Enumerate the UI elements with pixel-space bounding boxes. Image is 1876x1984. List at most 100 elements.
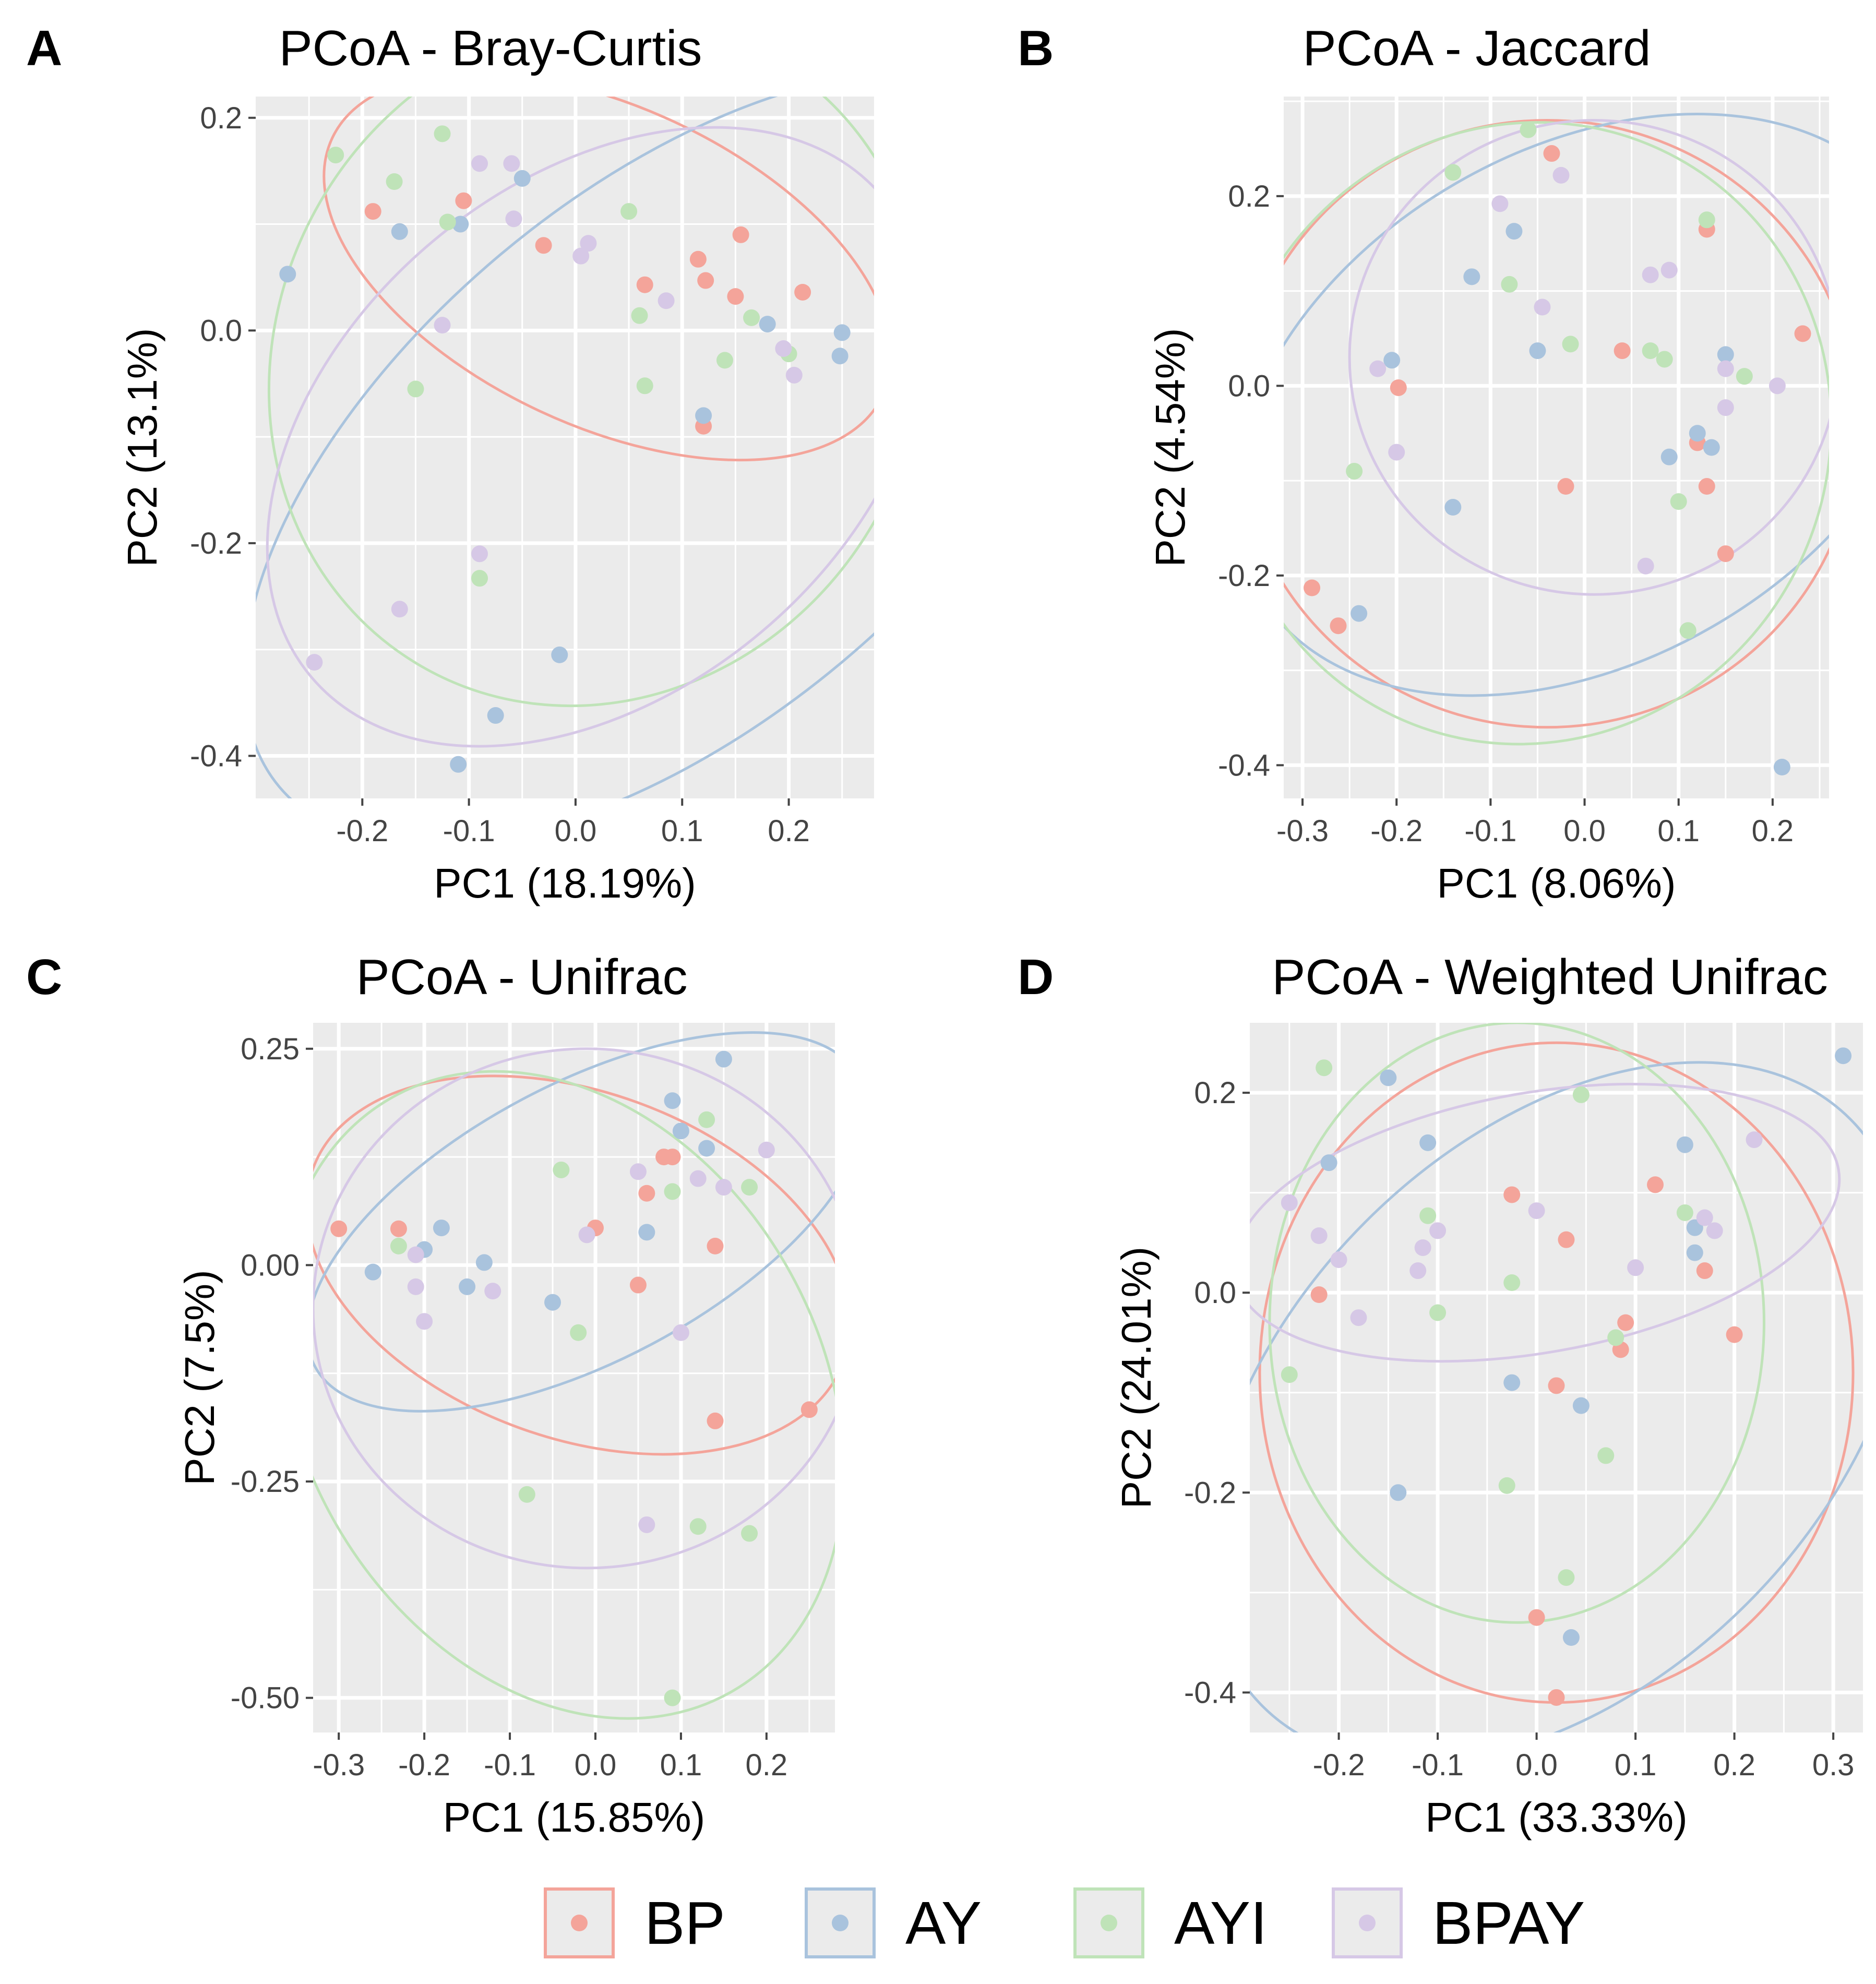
point-ayi bbox=[327, 147, 344, 164]
y-tick-label: -0.4 bbox=[1184, 1676, 1236, 1710]
point-ay bbox=[1383, 352, 1401, 369]
legend-label: AY bbox=[905, 1889, 982, 1957]
plot-background bbox=[1284, 97, 1829, 798]
y-tick-label: 0.2 bbox=[1228, 180, 1270, 213]
panel-letter: D bbox=[1018, 949, 1054, 1005]
point-bpay bbox=[1369, 360, 1387, 377]
panel-b: B PCoA - Jaccard -0.3 -0.2 -0.1 0.0 0.1 0.2 -0.4… bbox=[1018, 20, 1829, 906]
ellipse-bpay bbox=[1348, 119, 1829, 596]
point-bp bbox=[1503, 1186, 1521, 1203]
x-axis-title: PC1 (15.85%) bbox=[443, 1794, 705, 1840]
point-ayi bbox=[1281, 1366, 1298, 1383]
point-bpay bbox=[689, 1170, 707, 1187]
point-ayi bbox=[1670, 493, 1687, 510]
point-ay bbox=[1503, 1374, 1521, 1391]
ellipse-ay bbox=[313, 1031, 835, 1413]
point-ay bbox=[1689, 425, 1706, 442]
point-ay bbox=[475, 1254, 493, 1271]
point-ayi bbox=[698, 1111, 715, 1128]
point-bpay bbox=[1409, 1262, 1427, 1280]
point-bp bbox=[707, 1237, 724, 1254]
point-ayi bbox=[1562, 336, 1579, 353]
point-bp bbox=[794, 283, 811, 301]
x-tick-label: 0.0 bbox=[555, 814, 597, 848]
point-bp bbox=[638, 1185, 655, 1202]
point-ayi bbox=[1429, 1304, 1447, 1321]
ellipse-bpay bbox=[313, 1047, 835, 1570]
point-bp bbox=[727, 288, 744, 305]
plot-data bbox=[1250, 1023, 1863, 1732]
point-bp bbox=[636, 276, 653, 293]
x-tick-label: -0.1 bbox=[443, 814, 495, 848]
x-axis-title: PC1 (8.06%) bbox=[1437, 860, 1676, 906]
point-ay bbox=[544, 1294, 561, 1311]
y-tick-label: 0.0 bbox=[200, 314, 242, 348]
point-ay bbox=[833, 324, 851, 341]
point-ay bbox=[1529, 342, 1546, 360]
point-ayi bbox=[471, 570, 488, 587]
point-ayi bbox=[1520, 121, 1537, 138]
x-tick-label: -0.2 bbox=[1313, 1748, 1365, 1782]
legend-label: BPAY bbox=[1432, 1889, 1585, 1957]
point-ay bbox=[1835, 1047, 1852, 1065]
point-bp bbox=[1390, 379, 1407, 396]
point-ayi bbox=[1607, 1329, 1624, 1346]
point-ay bbox=[759, 316, 776, 333]
point-bpay bbox=[306, 654, 323, 671]
y-tick-label: -0.2 bbox=[1184, 1476, 1236, 1510]
x-tick-label: -0.1 bbox=[1464, 814, 1516, 848]
point-ay bbox=[672, 1122, 689, 1140]
panel-letter: A bbox=[26, 20, 62, 76]
legend: BP AY AYI BPAY bbox=[544, 1887, 1585, 1958]
point-ay bbox=[1444, 499, 1462, 516]
legend-label: BP bbox=[644, 1889, 725, 1957]
plot-background bbox=[256, 97, 874, 798]
point-bpay bbox=[672, 1324, 689, 1341]
point-bp bbox=[390, 1220, 407, 1237]
y-axis-title: PC2 (4.54%) bbox=[1147, 328, 1193, 567]
y-tick-label: -0.50 bbox=[231, 1681, 300, 1715]
point-bpay bbox=[416, 1313, 433, 1330]
point-bpay bbox=[1350, 1309, 1367, 1326]
y-tick-label: -0.2 bbox=[1218, 559, 1270, 593]
point-bp bbox=[1717, 545, 1734, 563]
point-bpay bbox=[1660, 261, 1678, 279]
point-ay bbox=[1562, 1629, 1580, 1646]
point-bpay bbox=[785, 366, 803, 384]
point-ayi bbox=[518, 1486, 535, 1503]
x-tick-label: -0.2 bbox=[1370, 814, 1423, 848]
point-bpay bbox=[629, 1163, 647, 1180]
point-bp bbox=[1696, 1262, 1713, 1280]
point-ayi bbox=[631, 307, 648, 324]
ellipse-ay bbox=[1250, 1061, 1863, 1732]
point-ay bbox=[638, 1224, 655, 1241]
y-tick-label: -0.4 bbox=[1218, 748, 1270, 782]
x-tick-label: 0.1 bbox=[1657, 814, 1700, 848]
legend-swatch bbox=[1101, 1915, 1117, 1931]
point-ay bbox=[695, 407, 712, 424]
panel-c: C PCoA - Unifrac -0.3 -0.2 -0.1 0.0 0.1 0.2 -0.5… bbox=[26, 949, 835, 1840]
legend-item-bp: BP bbox=[544, 1887, 725, 1958]
point-bpay bbox=[572, 247, 590, 265]
point-ay bbox=[1351, 605, 1368, 622]
point-bp bbox=[1558, 1231, 1575, 1248]
point-bpay bbox=[1281, 1194, 1298, 1211]
point-ay bbox=[1660, 448, 1678, 465]
point-ayi bbox=[1346, 462, 1363, 480]
point-bpay bbox=[1746, 1131, 1763, 1149]
legend-item-ay: AY bbox=[805, 1887, 982, 1958]
chart-title: PCoA - Unifrac bbox=[356, 949, 688, 1005]
plot-data bbox=[313, 1031, 835, 1720]
point-bp bbox=[1557, 478, 1574, 495]
point-bp bbox=[689, 250, 707, 268]
point-ay bbox=[1390, 1484, 1407, 1501]
point-bp bbox=[1617, 1314, 1634, 1331]
point-ayi bbox=[407, 380, 424, 398]
chart-title: PCoA - Bray-Curtis bbox=[279, 20, 702, 76]
legend-swatch bbox=[1359, 1915, 1376, 1931]
plot-background bbox=[313, 1023, 835, 1732]
x-tick-label: 0.2 bbox=[746, 1748, 788, 1782]
point-ayi bbox=[1498, 1477, 1515, 1494]
x-tick-label: 0.2 bbox=[768, 814, 810, 848]
legend-swatch bbox=[832, 1915, 849, 1931]
